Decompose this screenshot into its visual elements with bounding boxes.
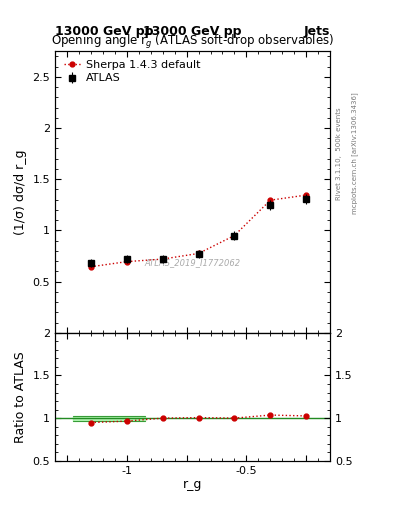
- Sherpa 1.4.3 default: [196, 250, 201, 257]
- Y-axis label: Ratio to ATLAS: Ratio to ATLAS: [14, 351, 27, 443]
- Sherpa 1.4.3 default: [304, 192, 309, 198]
- Text: mcplots.cern.ch [arXiv:1306.3436]: mcplots.cern.ch [arXiv:1306.3436]: [352, 93, 358, 215]
- Text: Jets: Jets: [304, 26, 330, 38]
- Sherpa 1.4.3 default: [232, 232, 237, 239]
- Text: Rivet 3.1.10,  500k events: Rivet 3.1.10, 500k events: [336, 108, 342, 200]
- Title: Opening angle r$_g$ (ATLAS soft-drop observables): Opening angle r$_g$ (ATLAS soft-drop obs…: [51, 33, 334, 51]
- Sherpa 1.4.3 default: [125, 259, 129, 265]
- Text: ATLAS_2019_I1772062: ATLAS_2019_I1772062: [145, 258, 241, 267]
- Text: 13000 GeV pp: 13000 GeV pp: [55, 26, 154, 38]
- Line: Sherpa 1.4.3 default: Sherpa 1.4.3 default: [88, 193, 309, 269]
- Sherpa 1.4.3 default: [268, 197, 273, 203]
- Sherpa 1.4.3 default: [160, 256, 165, 262]
- Sherpa 1.4.3 default: [88, 264, 93, 270]
- Y-axis label: (1/σ) dσ/d r_g: (1/σ) dσ/d r_g: [14, 150, 27, 234]
- Text: 13000 GeV pp: 13000 GeV pp: [143, 26, 242, 38]
- X-axis label: r_g: r_g: [183, 478, 202, 492]
- Legend: Sherpa 1.4.3 default, ATLAS: Sherpa 1.4.3 default, ATLAS: [61, 57, 204, 87]
